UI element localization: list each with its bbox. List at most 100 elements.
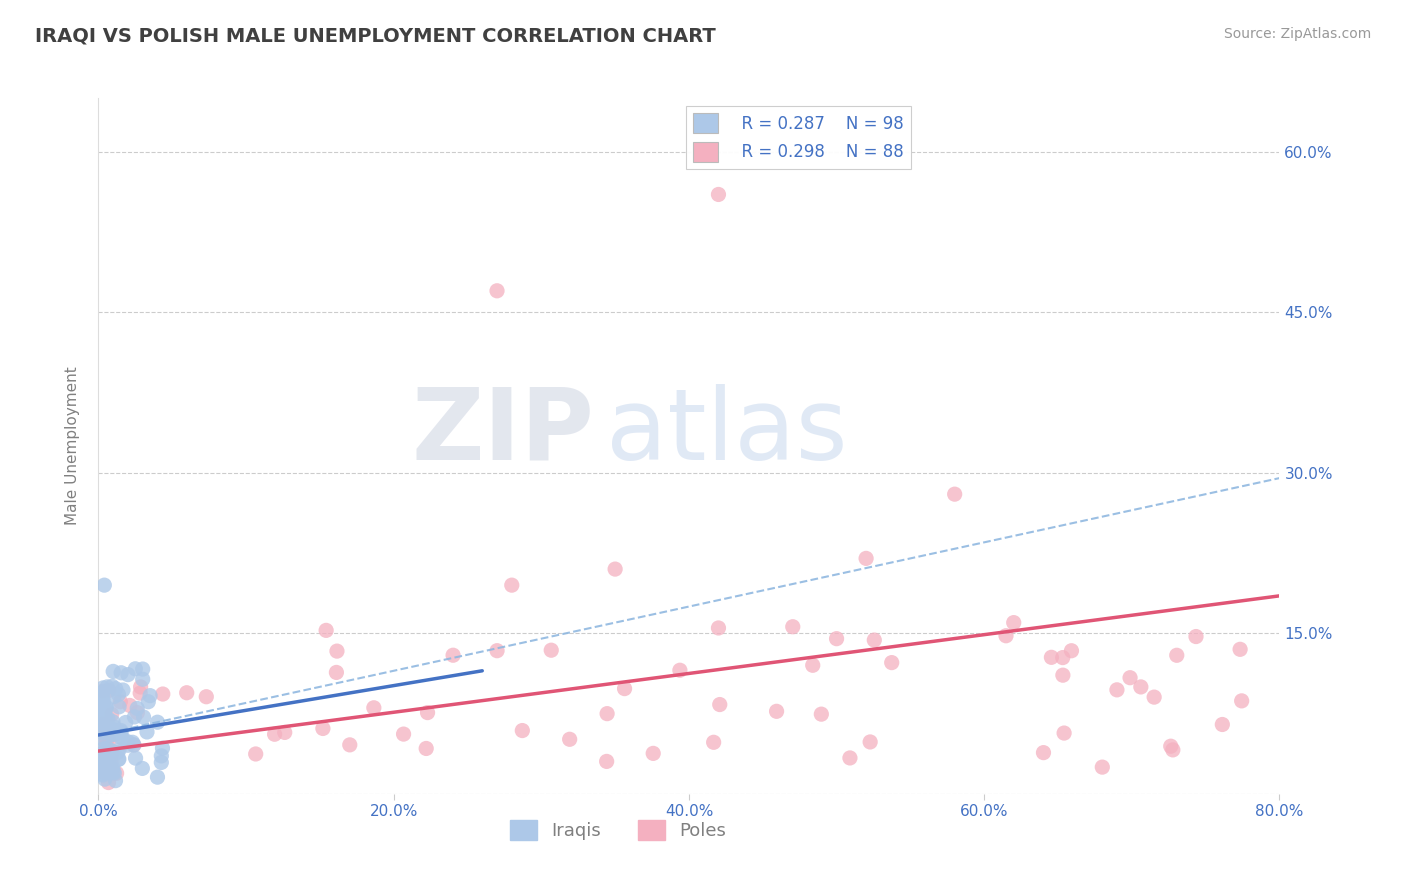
Point <box>107 687 129 701</box>
Point <box>146 715 169 730</box>
Point <box>124 662 146 676</box>
Point <box>132 673 155 687</box>
Point <box>91 732 114 747</box>
Point <box>110 665 132 680</box>
Point <box>91 716 114 731</box>
Point <box>1052 668 1074 682</box>
Point <box>122 738 145 752</box>
Point <box>669 663 692 677</box>
Point <box>943 487 966 501</box>
Point <box>96 759 118 773</box>
Point <box>326 644 349 658</box>
Point <box>91 714 114 729</box>
Point <box>1052 650 1074 665</box>
Point <box>1230 694 1253 708</box>
Point <box>127 706 149 720</box>
Point <box>709 698 731 712</box>
Point <box>91 750 114 764</box>
Point <box>765 704 787 718</box>
Point <box>110 723 132 738</box>
Point <box>1129 680 1152 694</box>
Text: atlas: atlas <box>606 384 848 481</box>
Point <box>1185 630 1208 644</box>
Point <box>150 748 173 763</box>
Point <box>782 620 804 634</box>
Point <box>91 759 114 773</box>
Point <box>103 766 125 780</box>
Point <box>129 686 152 700</box>
Point <box>1105 682 1128 697</box>
Point <box>97 775 120 789</box>
Point <box>91 707 114 722</box>
Point <box>315 624 337 638</box>
Point <box>540 643 562 657</box>
Point <box>103 690 125 704</box>
Text: ZIP: ZIP <box>412 384 595 481</box>
Point <box>93 723 115 738</box>
Point <box>441 648 464 663</box>
Point <box>863 633 886 648</box>
Text: IRAQI VS POLISH MALE UNEMPLOYMENT CORRELATION CHART: IRAQI VS POLISH MALE UNEMPLOYMENT CORREL… <box>35 27 716 45</box>
Point <box>101 761 124 775</box>
Point <box>93 756 115 770</box>
Point <box>100 727 122 741</box>
Point <box>129 680 152 694</box>
Point <box>150 756 173 770</box>
Point <box>392 727 415 741</box>
Point <box>1053 726 1076 740</box>
Point <box>94 772 117 786</box>
Point <box>108 699 131 714</box>
Point <box>91 765 114 780</box>
Point <box>558 732 581 747</box>
Point <box>111 731 134 746</box>
Point <box>108 752 131 766</box>
Point <box>91 705 114 719</box>
Point <box>91 722 114 736</box>
Point <box>91 681 114 695</box>
Point <box>703 735 725 749</box>
Point <box>127 701 149 715</box>
Point <box>1032 746 1054 760</box>
Point <box>96 680 118 694</box>
Point <box>1091 760 1114 774</box>
Point <box>1119 671 1142 685</box>
Point <box>96 741 118 756</box>
Point <box>91 739 114 753</box>
Point <box>110 725 132 739</box>
Point <box>325 665 347 680</box>
Point <box>124 710 146 724</box>
Point <box>91 753 114 767</box>
Point <box>97 712 120 726</box>
Point <box>1040 650 1063 665</box>
Point <box>110 730 132 744</box>
Point <box>117 735 139 749</box>
Point <box>91 734 114 748</box>
Point <box>98 683 121 698</box>
Point <box>1160 739 1182 754</box>
Point <box>94 748 117 763</box>
Point <box>91 685 114 699</box>
Point <box>176 686 198 700</box>
Point <box>114 715 136 730</box>
Point <box>122 738 145 752</box>
Point <box>136 695 159 709</box>
Point <box>105 766 128 780</box>
Point <box>91 768 114 782</box>
Point <box>91 693 114 707</box>
Point <box>707 187 730 202</box>
Point <box>107 752 129 766</box>
Point <box>98 750 121 764</box>
Point <box>104 681 127 696</box>
Point <box>108 743 131 757</box>
Point <box>195 690 218 704</box>
Point <box>415 741 437 756</box>
Y-axis label: Male Unemployment: Male Unemployment <box>65 367 80 525</box>
Point <box>91 766 114 780</box>
Point <box>839 751 862 765</box>
Point <box>100 728 122 742</box>
Point <box>94 748 117 763</box>
Point <box>1060 644 1083 658</box>
Point <box>103 746 125 760</box>
Point <box>132 710 155 724</box>
Point <box>810 707 832 722</box>
